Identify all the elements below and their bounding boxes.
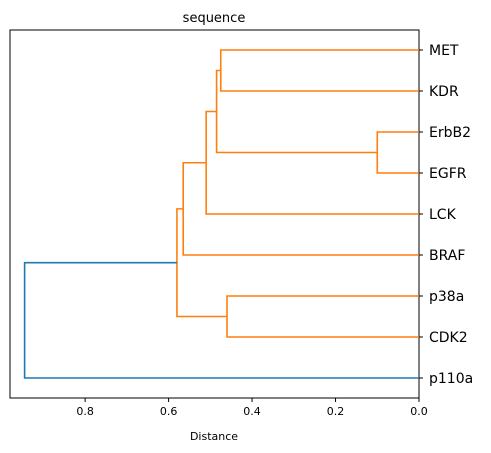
x-axis: 0.8 0.6 0.4 0.2 0.0 bbox=[76, 398, 428, 418]
leaf-labels: MET KDR ErbB2 EGFR LCK BRAF p38a CDK2 p110a bbox=[419, 43, 473, 387]
leaf-label-9: p110a bbox=[429, 371, 473, 387]
leaf-label-6: BRAF bbox=[429, 248, 465, 264]
dendrogram-link-5 bbox=[205, 110, 419, 215]
leaf-label-1: MET bbox=[429, 43, 459, 59]
leaf-label-4: EGFR bbox=[429, 166, 467, 182]
leaf-label-3: ErbB2 bbox=[429, 125, 471, 141]
dendrogram-link-8 bbox=[23, 261, 419, 379]
leaf-label-8: CDK2 bbox=[429, 330, 468, 346]
dendrogram-link-6 bbox=[182, 161, 419, 256]
leaf-label-2: KDR bbox=[429, 84, 459, 100]
dendrogram-link-2 bbox=[219, 49, 419, 92]
x-tick-label-3: 0.4 bbox=[243, 405, 261, 418]
dendrogram-link-1 bbox=[376, 131, 419, 174]
chart-title: sequence bbox=[183, 11, 246, 26]
x-axis-label: Distance bbox=[190, 430, 238, 443]
x-tick-label-2: 0.6 bbox=[160, 405, 178, 418]
x-tick-label-4: 0.2 bbox=[327, 405, 345, 418]
x-tick-label-5: 0.0 bbox=[410, 405, 428, 418]
dendrogram-link-4 bbox=[215, 69, 378, 154]
x-tick-label-1: 0.8 bbox=[76, 405, 94, 418]
dendrogram-links bbox=[23, 49, 419, 379]
dendrogram-link-3 bbox=[226, 295, 419, 338]
leaf-label-5: LCK bbox=[429, 207, 457, 223]
dendrogram-link-7 bbox=[176, 208, 228, 318]
leaf-label-7: p38a bbox=[429, 289, 464, 305]
